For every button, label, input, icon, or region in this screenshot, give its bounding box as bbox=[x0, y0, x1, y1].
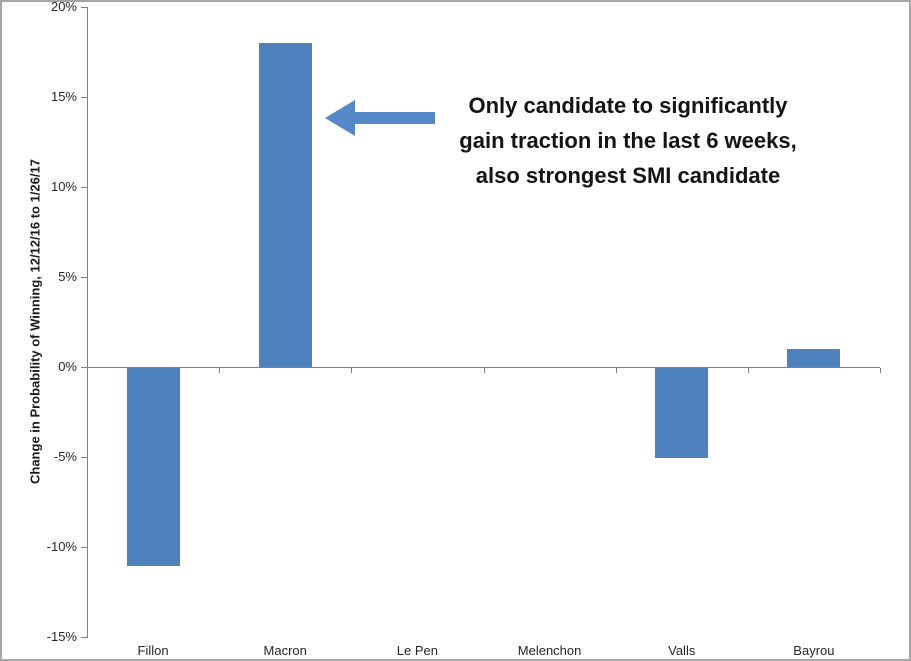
x-axis-tick bbox=[351, 368, 353, 373]
y-axis-tick bbox=[81, 547, 87, 548]
x-axis-tick bbox=[880, 368, 881, 373]
x-axis-line bbox=[87, 367, 880, 368]
y-tick-label: 5% bbox=[58, 269, 77, 284]
y-axis-tick bbox=[81, 277, 87, 278]
y-axis-tick bbox=[81, 97, 87, 98]
category-label: Fillon bbox=[137, 643, 169, 658]
bar-bayrou bbox=[787, 349, 841, 367]
x-axis-tick bbox=[87, 368, 88, 373]
y-axis-tick bbox=[81, 367, 87, 368]
x-axis-tick bbox=[747, 368, 749, 373]
y-tick-label: 20% bbox=[50, 0, 77, 14]
y-tick-label: -10% bbox=[46, 539, 77, 554]
annotation-line-1: Only candidate to significantly bbox=[468, 93, 788, 118]
category-label: Macron bbox=[263, 643, 307, 658]
category-label: Melenchon bbox=[517, 643, 582, 658]
bar-macron bbox=[258, 43, 312, 367]
category-label: Le Pen bbox=[396, 643, 438, 658]
bar-valls bbox=[655, 368, 709, 458]
bar-fillon bbox=[126, 368, 180, 566]
y-axis-tick bbox=[81, 7, 87, 8]
y-axis-tick bbox=[81, 457, 87, 458]
y-axis-line bbox=[87, 7, 88, 638]
y-tick-label: -15% bbox=[46, 629, 77, 644]
annotation-line-2: gain traction in the last 6 weeks, bbox=[459, 128, 797, 153]
y-tick-label: 0% bbox=[58, 359, 77, 374]
category-label: Valls bbox=[668, 643, 696, 658]
y-axis-tick bbox=[81, 187, 87, 188]
y-axis-tick bbox=[81, 637, 87, 638]
x-axis-tick bbox=[615, 368, 617, 373]
y-tick-label: -5% bbox=[53, 449, 77, 464]
annotation-line-3: also strongest SMI candidate bbox=[475, 163, 781, 188]
annotation-text: Only candidate to significantly gain tra… bbox=[432, 88, 824, 193]
x-axis-tick bbox=[483, 368, 485, 373]
category-label: Bayrou bbox=[793, 643, 835, 658]
y-tick-label: 10% bbox=[50, 179, 77, 194]
y-tick-label: 15% bbox=[50, 89, 77, 104]
x-axis-tick bbox=[219, 368, 221, 373]
annotation-arrow-icon bbox=[325, 100, 435, 136]
